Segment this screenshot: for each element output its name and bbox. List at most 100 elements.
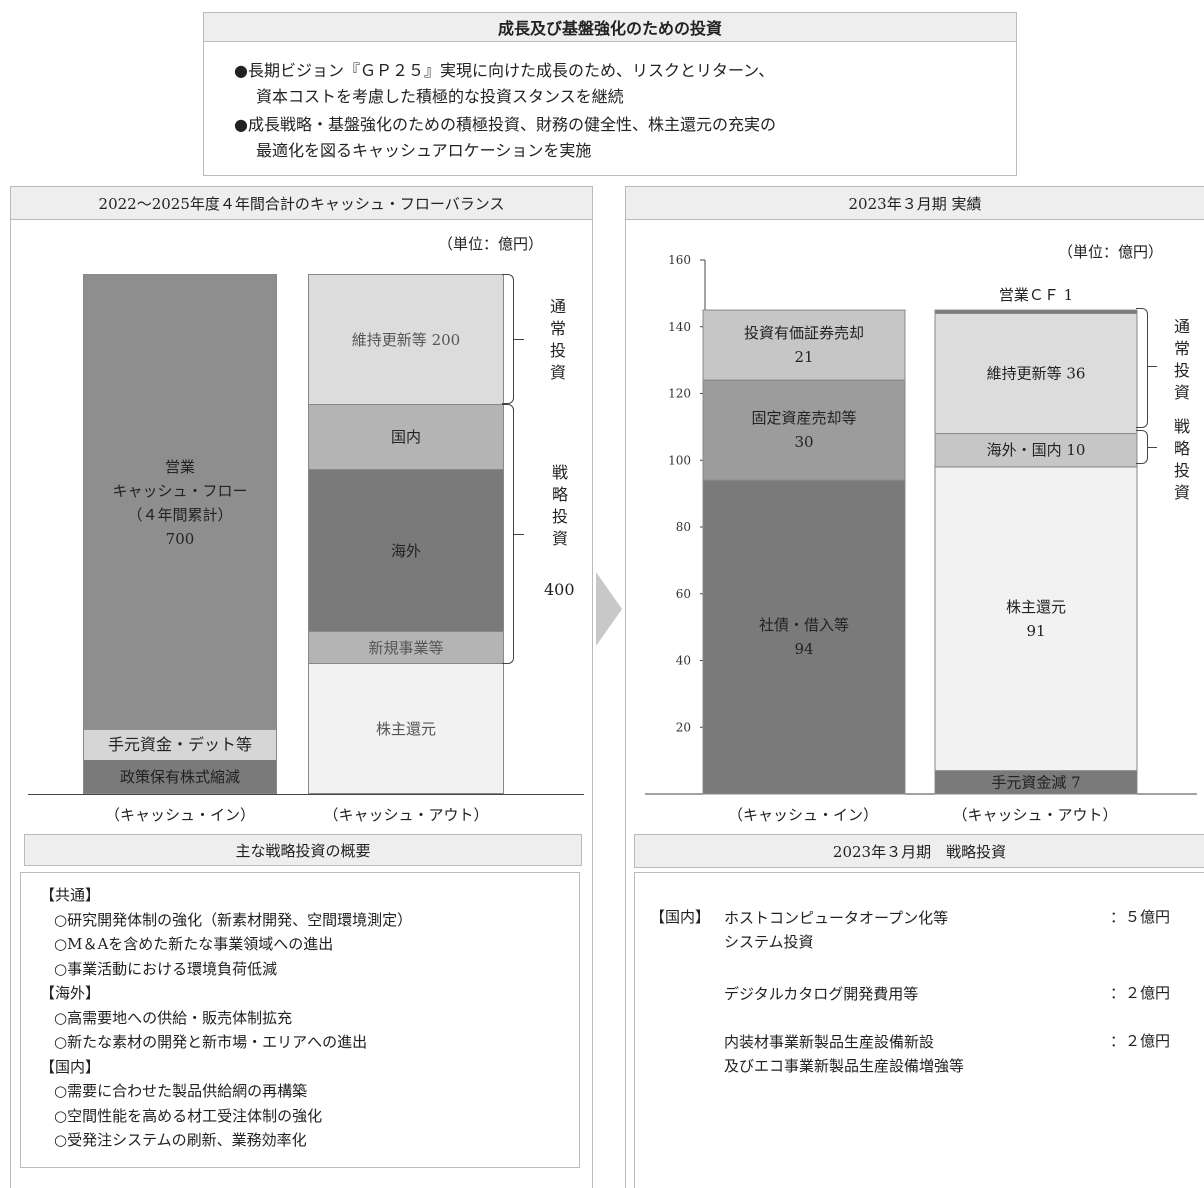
data-label: 30 xyxy=(794,433,813,451)
overview-line: ○空間性能を高める材工受注体制の強化 xyxy=(54,1106,323,1125)
right-cash-out-caption: （キャッシュ・アウト） xyxy=(952,806,1118,824)
segment-label: 国内 xyxy=(390,428,421,446)
left-segment-overseas: 海外 xyxy=(309,470,503,632)
y-tick-label: 120 xyxy=(668,387,691,401)
overview-line: 【共通】 xyxy=(40,886,101,904)
left-brace-strategic-value: 400 xyxy=(544,580,575,599)
right-brace-strategic xyxy=(1136,430,1148,464)
segment-value: 700 xyxy=(165,529,195,548)
arrow-right-icon xyxy=(596,572,622,646)
y-tick-label: 80 xyxy=(676,520,691,534)
header-bullet-3: ●成長戦略・基盤強化のための積極投資、財務の健全性、株主還元の充実の xyxy=(234,115,776,134)
overview-line: ○高需要地への供給・販売体制拡充 xyxy=(54,1008,293,1027)
overview-line: ○M＆Aを含めた新たな事業領域への進出 xyxy=(54,935,334,953)
left-brace-strategic-tick xyxy=(514,534,524,535)
data-label: 91 xyxy=(1026,622,1045,640)
fy2023-item-3-amount: ：２億円 xyxy=(1110,1032,1171,1050)
fy2023-item-2: デジタルカタログ開発費用等 xyxy=(724,982,918,1006)
left-segment-new-business: 新規事業等 xyxy=(309,632,503,664)
data-label: 維持更新等 36 xyxy=(987,364,1086,382)
left-unit-label: （単位：億円） xyxy=(438,235,544,253)
right-brace-normal-label: 通常投資 xyxy=(1173,317,1190,402)
data-label: 営業ＣＦ 1 xyxy=(999,286,1073,304)
data-label: 手元資金減 7 xyxy=(991,773,1080,791)
fy2023-item-2-amount: ：２億円 xyxy=(1110,984,1171,1002)
data-label: 固定資産売却等 xyxy=(751,409,856,427)
segment-label: 政策保有株式縮減 xyxy=(119,767,240,786)
fy2023-strategic-box xyxy=(634,872,1204,1188)
segment-label: キャッシュ・フロー xyxy=(112,481,248,500)
header-bullet-4: 最適化を図るキャッシュアロケーションを実施 xyxy=(256,141,592,160)
left-brace-strategic-label: 戦略投資 xyxy=(551,463,568,548)
data-label: 株主還元 xyxy=(1006,598,1066,616)
left-baseline xyxy=(28,794,584,795)
overview-line: 【国内】 xyxy=(40,1057,101,1076)
fy2023-chart: 20 40 60 80 100 120 140 160 社債・借入等 94 固定資産売却等 30 投資有… xyxy=(645,253,1197,795)
fy2023-category-label: 【国内】 xyxy=(650,908,711,926)
header-bullet-2: 資本コストを考慮した積極的な投資スタンスを継続 xyxy=(256,87,624,106)
item-line: 及びエコ事業新製品生産設備増強等 xyxy=(724,1057,965,1075)
overview-line: ○受発注システムの刷新、業務効率化 xyxy=(54,1131,307,1149)
right-brace-strategic-tick xyxy=(1148,447,1157,448)
left-panel-title: 2022～2025年度４年間合計のキャッシュ・フローバランス xyxy=(10,186,593,220)
right-brace-strategic-label: 戦略投資 xyxy=(1173,417,1190,502)
left-segment-domestic: 国内 xyxy=(309,405,503,470)
header-bullet-1: ●長期ビジョン『ＧＰ２５』実現に向けた成長のため、リスクとリターン、 xyxy=(234,61,775,80)
fy2023-item-1: ホストコンピュータオープン化等 システム投資 xyxy=(724,906,948,954)
segment-label: （４年間累計） xyxy=(127,505,233,524)
strategic-overview-title: 主な戦略投資の概要 xyxy=(24,834,582,866)
segment-label: 維持更新等 200 xyxy=(351,330,461,349)
fy2023-item-3: 内装材事業新製品生産設備新設 及びエコ事業新製品生産設備増強等 xyxy=(724,1030,964,1078)
bar-segment xyxy=(934,466,1138,772)
item-line: ホストコンピュータオープン化等 xyxy=(724,909,949,927)
bar-segment xyxy=(702,479,906,795)
segment-label: 手元資金・デット等 xyxy=(107,735,252,754)
right-panel-title: 2023年３月期 実績 xyxy=(625,186,1204,220)
y-tick-label: 160 xyxy=(668,253,691,267)
left-cash-in-stack: 営業 キャッシュ・フロー （４年間累計） 700 手元資金・デット等 政策保有株… xyxy=(83,274,277,794)
data-label: 海外・国内 10 xyxy=(987,441,1086,459)
y-tick-label: 20 xyxy=(676,720,691,734)
fy2023-item-1-amount: ：５億円 xyxy=(1110,908,1171,926)
bar-segment xyxy=(702,309,906,381)
segment-label: 株主還元 xyxy=(375,719,436,738)
left-segment-policy-shares: 政策保有株式縮減 xyxy=(84,760,276,793)
segment-label: 新規事業等 xyxy=(368,638,444,657)
y-tick-label: 140 xyxy=(668,320,691,334)
data-label: 投資有価証券売却 xyxy=(744,324,864,342)
data-label: 94 xyxy=(794,640,813,658)
left-segment-maintenance: 維持更新等 200 xyxy=(309,275,503,405)
left-segment-operating-cf: 営業 キャッシュ・フロー （４年間累計） 700 xyxy=(84,275,276,730)
strategic-overview-box xyxy=(20,872,580,1168)
left-cash-in-caption: （キャッシュ・イン） xyxy=(104,806,255,824)
right-brace-normal-tick xyxy=(1148,366,1157,367)
right-cash-in-caption: （キャッシュ・イン） xyxy=(727,806,878,824)
y-tick-label: 60 xyxy=(676,587,691,601)
overview-line: 【海外】 xyxy=(40,984,101,1002)
left-brace-normal-label: 通常投資 xyxy=(549,297,566,382)
left-segment-shareholder-return: 株主還元 xyxy=(309,664,503,793)
overview-line: ○研究開発体制の強化（新素材開発、空間環境測定） xyxy=(54,910,413,929)
y-tick-label: 100 xyxy=(668,453,691,467)
bar-segment xyxy=(702,379,906,481)
left-cash-out-caption: （キャッシュ・アウト） xyxy=(323,806,489,824)
right-brace-normal xyxy=(1136,308,1148,428)
page-title: 成長及び基盤強化のための投資 xyxy=(203,12,1017,42)
bar-segment xyxy=(934,433,1138,468)
bar-segment xyxy=(934,312,1138,435)
left-brace-normal-tick xyxy=(514,339,524,340)
overview-line: ○事業活動における環境負荷低減 xyxy=(54,959,278,978)
left-cash-out-stack: 維持更新等 200 国内 海外 新規事業等 株主還元 xyxy=(308,274,504,794)
y-tick-label: 40 xyxy=(676,654,691,668)
strategic-overview-list: 【共通】 ○研究開発体制の強化（新素材開発、空間環境測定） ○M＆Aを含めた新た… xyxy=(40,883,412,1153)
overview-line: ○需要に合わせた製品供給網の再構築 xyxy=(54,1082,308,1100)
left-segment-cash-debt: 手元資金・デット等 xyxy=(84,730,276,760)
fy2023-strategic-title: 2023年３月期 戦略投資 xyxy=(634,834,1204,868)
overview-line: ○新たな素材の開発と新市場・エリアへの進出 xyxy=(54,1033,368,1051)
segment-label: 海外 xyxy=(390,541,421,560)
left-brace-normal xyxy=(502,274,514,404)
item-line: システム投資 xyxy=(724,933,814,951)
segment-label: 営業 xyxy=(164,457,195,476)
data-label: 社債・借入等 xyxy=(759,616,849,634)
data-label: 21 xyxy=(794,348,813,366)
